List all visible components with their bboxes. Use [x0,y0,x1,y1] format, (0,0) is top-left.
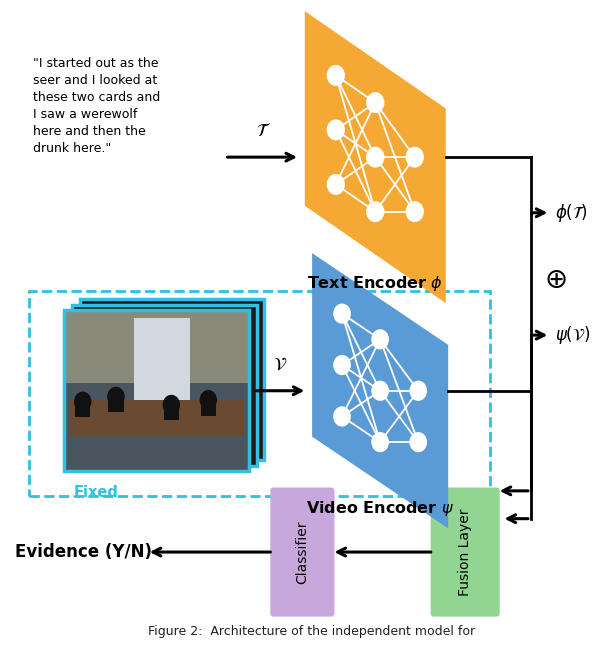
Circle shape [326,65,345,86]
FancyBboxPatch shape [134,318,190,407]
Text: $\phi(\mathcal{T})$: $\phi(\mathcal{T})$ [555,202,588,224]
Circle shape [326,174,345,195]
Text: Figure 2:  Architecture of the independent model for: Figure 2: Architecture of the independen… [148,625,475,638]
Circle shape [409,432,427,452]
Circle shape [371,380,389,401]
Circle shape [199,390,217,410]
Circle shape [366,201,384,222]
Circle shape [74,391,91,411]
Text: Classifier: Classifier [295,520,309,584]
Circle shape [107,387,125,407]
Text: $\oplus$: $\oplus$ [544,266,567,294]
Text: $\psi(\mathcal{V})$: $\psi(\mathcal{V})$ [555,324,590,346]
FancyBboxPatch shape [72,305,257,466]
Circle shape [333,303,351,324]
FancyBboxPatch shape [75,397,91,417]
Circle shape [366,146,384,168]
FancyBboxPatch shape [430,487,500,617]
Text: Fixed: Fixed [74,485,119,500]
Circle shape [333,355,351,375]
Text: Text Encoder $\phi$: Text Encoder $\phi$ [307,275,443,294]
Text: $\mathcal{V}$: $\mathcal{V}$ [274,356,288,374]
Circle shape [333,406,351,426]
FancyBboxPatch shape [64,310,249,471]
Text: Fusion Layer: Fusion Layer [458,508,472,596]
Circle shape [366,92,384,113]
Circle shape [409,380,427,401]
Polygon shape [305,11,446,303]
Polygon shape [312,253,448,528]
FancyBboxPatch shape [64,310,249,383]
FancyBboxPatch shape [80,299,264,460]
FancyBboxPatch shape [108,392,123,412]
Circle shape [162,395,180,415]
Circle shape [371,432,389,452]
Text: "I started out as the
seer and I looked at
these two cards and
I saw a werewolf
: "I started out as the seer and I looked … [33,57,161,155]
FancyBboxPatch shape [201,395,216,415]
FancyBboxPatch shape [164,400,179,421]
Circle shape [371,329,389,349]
FancyBboxPatch shape [271,487,334,617]
Circle shape [406,146,424,168]
FancyBboxPatch shape [69,400,244,436]
Circle shape [326,119,345,141]
Text: $\mathcal{T}$: $\mathcal{T}$ [256,122,271,141]
Text: Video Encoder $\psi$: Video Encoder $\psi$ [306,499,454,518]
Circle shape [406,201,424,222]
Text: Evidence (Y/N): Evidence (Y/N) [15,543,152,561]
